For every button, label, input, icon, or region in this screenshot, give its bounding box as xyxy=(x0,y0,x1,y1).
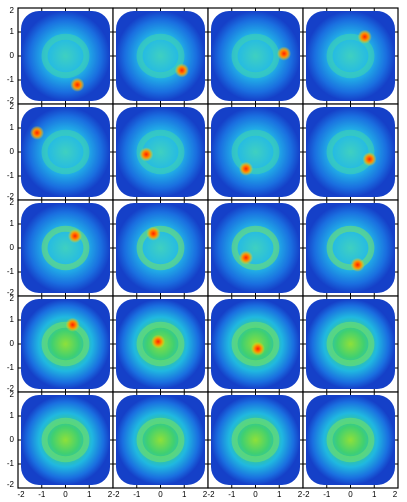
density-map xyxy=(306,11,395,101)
density-ring xyxy=(41,225,90,271)
y-tick-label: -2 xyxy=(7,192,15,201)
y-tick-label: 2 xyxy=(10,6,15,15)
x-tick-label: 2 xyxy=(108,490,113,499)
density-ring xyxy=(231,321,280,367)
hot-spot xyxy=(146,226,161,241)
density-ring xyxy=(136,225,185,271)
density-ring xyxy=(41,129,90,175)
hot-spot xyxy=(239,250,253,265)
density-map xyxy=(306,107,395,197)
density-map xyxy=(211,395,300,485)
density-ring xyxy=(326,33,375,79)
density-ring xyxy=(136,417,185,463)
x-tick-label: 1 xyxy=(277,490,282,499)
x-tick-label: -2 xyxy=(302,490,310,499)
y-tick-label: -2 xyxy=(7,384,15,393)
density-map xyxy=(211,11,300,101)
y-tick-label: -2 xyxy=(7,480,15,489)
density-map xyxy=(21,107,110,197)
x-tick-label: 2 xyxy=(393,490,398,499)
x-tick-label: 1 xyxy=(182,490,187,499)
hot-spot xyxy=(350,257,365,272)
density-map xyxy=(116,395,205,485)
y-tick-label: 0 xyxy=(10,339,15,348)
x-tick-label: 1 xyxy=(372,490,377,499)
x-tick-label: 1 xyxy=(87,490,92,499)
y-tick-label: -1 xyxy=(7,363,15,372)
y-tick-label: 2 xyxy=(10,102,15,111)
density-map xyxy=(306,299,395,389)
density-map xyxy=(116,107,205,197)
density-map xyxy=(116,203,205,293)
density-ring xyxy=(231,33,280,79)
x-tick-label: 0 xyxy=(63,490,68,499)
x-tick-label: -1 xyxy=(323,490,331,499)
hot-spot xyxy=(68,229,82,243)
density-map xyxy=(211,107,300,197)
hot-spot xyxy=(151,334,166,349)
x-tick-label: -2 xyxy=(207,490,215,499)
density-ring xyxy=(326,225,375,271)
x-tick-label: 0 xyxy=(253,490,258,499)
x-tick-label: -1 xyxy=(228,490,236,499)
x-tick-label: -1 xyxy=(133,490,141,499)
density-ring xyxy=(231,417,280,463)
density-ring xyxy=(136,129,185,175)
y-tick-label: 2 xyxy=(10,294,15,303)
density-ring xyxy=(41,321,90,367)
x-tick-label: 0 xyxy=(348,490,353,499)
hot-spot xyxy=(250,341,265,356)
hot-spot xyxy=(239,161,253,176)
density-map xyxy=(211,203,300,293)
density-map xyxy=(306,203,395,293)
density-map xyxy=(21,11,110,101)
hot-spot xyxy=(139,147,154,162)
hot-spot xyxy=(362,152,377,167)
density-map xyxy=(21,203,110,293)
y-tick-label: 1 xyxy=(10,411,15,420)
y-tick-label: 1 xyxy=(10,123,15,132)
density-ring xyxy=(41,417,90,463)
y-tick-label: 2 xyxy=(10,198,15,207)
hot-spot xyxy=(65,317,80,332)
x-tick-label: 2 xyxy=(298,490,303,499)
y-tick-label: -1 xyxy=(7,171,15,180)
density-ring xyxy=(231,129,280,175)
hot-spot xyxy=(357,29,372,44)
density-ring xyxy=(326,321,375,367)
y-tick-label: -1 xyxy=(7,75,15,84)
y-tick-label: -1 xyxy=(7,459,15,468)
density-ring xyxy=(136,321,185,367)
density-map xyxy=(306,395,395,485)
x-tick-label: -1 xyxy=(38,490,46,499)
y-tick-label: -2 xyxy=(7,96,15,105)
y-tick-label: 1 xyxy=(10,315,15,324)
hot-spot xyxy=(70,77,85,92)
y-tick-label: 2 xyxy=(10,390,15,399)
density-ring xyxy=(136,33,185,79)
y-tick-label: 0 xyxy=(10,51,15,60)
x-tick-label: -2 xyxy=(17,490,25,499)
hot-spot xyxy=(277,46,291,61)
y-tick-label: 1 xyxy=(10,27,15,36)
y-tick-label: -1 xyxy=(7,267,15,276)
x-tick-label: 0 xyxy=(158,490,163,499)
y-tick-label: 1 xyxy=(10,219,15,228)
density-ring xyxy=(41,33,90,79)
x-tick-label: 2 xyxy=(203,490,208,499)
density-map xyxy=(21,299,110,389)
y-tick-label: 0 xyxy=(10,435,15,444)
x-tick-label: -2 xyxy=(112,490,120,499)
y-tick-label: 0 xyxy=(10,147,15,156)
hot-spot xyxy=(30,125,44,140)
density-ring xyxy=(326,417,375,463)
density-ring xyxy=(231,225,280,271)
density-map xyxy=(116,11,205,101)
y-tick-label: 0 xyxy=(10,243,15,252)
density-ring xyxy=(326,129,375,175)
density-map xyxy=(21,395,110,485)
y-tick-label: -2 xyxy=(7,288,15,297)
hot-spot xyxy=(174,63,189,78)
